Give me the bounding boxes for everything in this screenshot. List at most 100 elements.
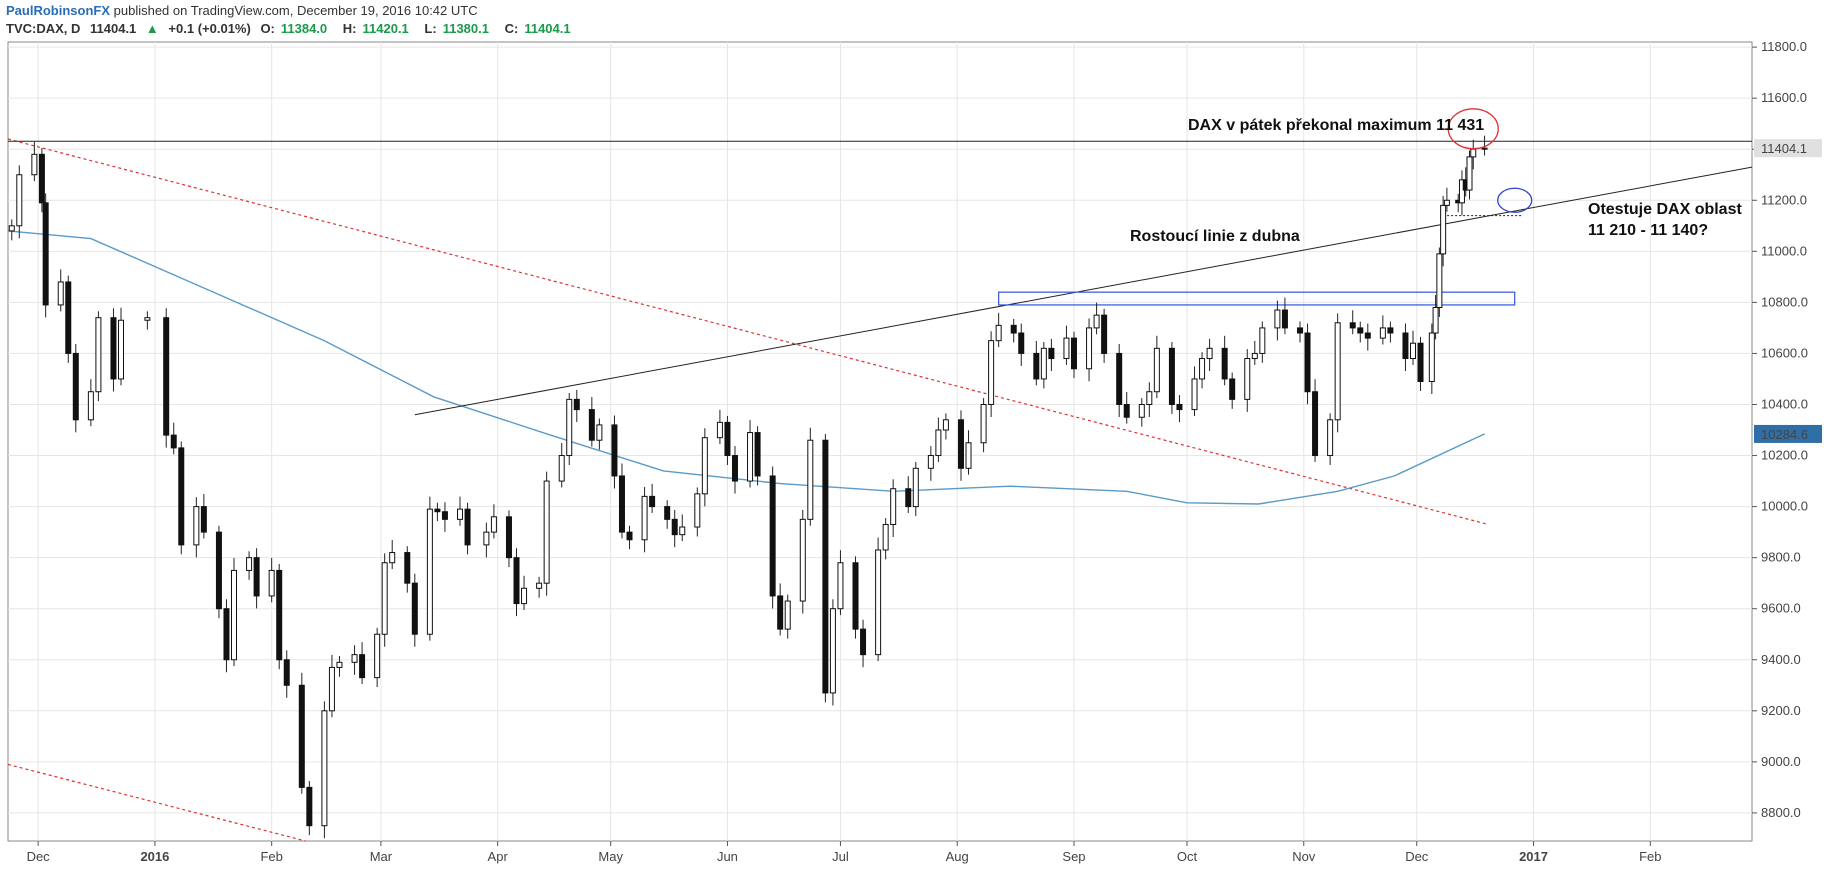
candle-body — [1086, 327, 1093, 370]
candles-layer — [8, 135, 1488, 839]
candle-body — [671, 518, 678, 536]
candle-body — [1304, 332, 1311, 393]
candle-body — [200, 506, 207, 533]
y-tick-label: 10800.0 — [1761, 294, 1808, 309]
candle-body — [1470, 148, 1477, 158]
drawings-layer — [7, 138, 1753, 842]
candle-body — [1409, 342, 1416, 360]
candle-body — [1176, 403, 1183, 411]
annotation-rising-line: Rostoucí linie z dubna — [1130, 228, 1300, 245]
chart-header-publisher: PaulRobinsonFX published on TradingView.… — [6, 3, 478, 19]
candle-body — [298, 684, 305, 788]
annotation-test-line1: Otestuje DAX oblast — [1588, 201, 1742, 218]
candle-body — [57, 281, 64, 306]
candle-body — [1010, 324, 1017, 334]
candle-body — [588, 409, 595, 441]
published-text: published on TradingView.com, December 1… — [113, 3, 478, 18]
candle-body — [942, 419, 949, 431]
candle-body — [144, 317, 151, 321]
candle-body — [747, 432, 754, 482]
candle-body — [1417, 342, 1424, 383]
candle-body — [890, 488, 897, 525]
candle-body — [328, 666, 335, 712]
candle-body — [321, 710, 328, 827]
candle-body — [1063, 337, 1070, 360]
x-tick-label: Dec — [27, 849, 51, 864]
candle-body — [513, 557, 520, 605]
x-tick-label: Feb — [260, 849, 282, 864]
candle-body — [1168, 347, 1175, 405]
candle-body — [980, 403, 987, 444]
candle-body — [490, 516, 497, 533]
falling-trendline — [7, 138, 1489, 526]
annotations-layer: DAX v pátek překonal maximum 11 431 Rosto… — [1130, 108, 1742, 245]
last-price: 11404.1 — [90, 21, 137, 36]
x-tick-label: Feb — [1639, 849, 1661, 864]
y-tick-label: 11200.0 — [1761, 192, 1807, 207]
candle-body — [1349, 322, 1356, 329]
candle-body — [246, 557, 253, 571]
y-tick-label: 10400.0 — [1761, 396, 1808, 411]
candle-body — [777, 595, 784, 630]
x-tick-label: Jun — [717, 849, 738, 864]
price-axis[interactable]: 8800.0 9000.0 9200.0 9400.0 9600.0 9800.0 1000… — [1752, 39, 1822, 820]
y-tick-label: 9000.0 — [1761, 754, 1801, 769]
candle-body — [618, 475, 625, 533]
candle-body — [178, 447, 185, 546]
candle-body — [1458, 179, 1465, 204]
candle-body — [649, 495, 656, 508]
close-value: 11404.1 — [524, 21, 571, 36]
candle-body — [596, 424, 603, 441]
candle-body — [573, 398, 580, 411]
plot-area[interactable] — [7, 41, 1753, 842]
candle-body — [1440, 204, 1447, 255]
candle-body — [1259, 327, 1266, 354]
chart-header-ohlc: TVC:DAX, D 11404.1 ▲ +0.1 (+0.01%) O: 113… — [6, 21, 583, 37]
candle-body — [694, 493, 701, 528]
candle-body — [724, 421, 731, 457]
high-value: 11420.1 — [362, 21, 409, 36]
candle-body — [543, 480, 550, 584]
candle-body — [784, 600, 791, 630]
candle-body — [306, 786, 313, 827]
y-tick-label: 11000.0 — [1761, 243, 1807, 258]
candle-body — [1070, 337, 1077, 370]
candle-body — [110, 317, 117, 380]
open-label: O: — [260, 21, 275, 36]
candle-body — [521, 587, 528, 605]
candle-body — [351, 654, 358, 663]
candle-body — [1191, 378, 1198, 411]
y-tick-label: 9800.0 — [1761, 550, 1801, 565]
candle-body — [1153, 347, 1160, 393]
candle-body — [268, 569, 275, 597]
candle-body — [626, 531, 633, 541]
candle-body — [231, 569, 238, 661]
candle-body — [875, 549, 882, 656]
candle-body — [404, 552, 411, 584]
candle-body — [1123, 403, 1130, 418]
candle-body — [927, 455, 934, 469]
candle-body — [1357, 327, 1364, 334]
candle-body — [1281, 309, 1288, 329]
annotation-test-line2: 11 210 - 11 140? — [1588, 222, 1708, 239]
candle-body — [193, 506, 200, 546]
candle-body — [163, 317, 170, 436]
candle-body — [464, 508, 471, 546]
candle-body — [536, 582, 543, 589]
moving-average-line — [7, 230, 1485, 505]
last-price-label: 11404.1 — [1761, 141, 1807, 156]
time-axis[interactable]: Dec 2016 Feb Mar Apr May Jun Jul Aug Sep Oct Nov Dec… — [27, 841, 1662, 864]
annotation-high-break: DAX v pátek překonal maximum 11 431 — [1188, 117, 1484, 134]
candle-body — [882, 523, 889, 551]
candle-body — [457, 508, 464, 520]
candle-body — [957, 419, 964, 469]
author-link[interactable]: PaulRobinsonFX — [6, 3, 110, 18]
candle-body — [716, 421, 723, 439]
candle-body — [95, 317, 102, 393]
candle-body — [1364, 332, 1371, 339]
candle-body — [1146, 391, 1153, 405]
x-tick-label: Mar — [370, 849, 393, 864]
y-tick-label: 9200.0 — [1761, 703, 1801, 718]
candle-body — [799, 518, 806, 602]
